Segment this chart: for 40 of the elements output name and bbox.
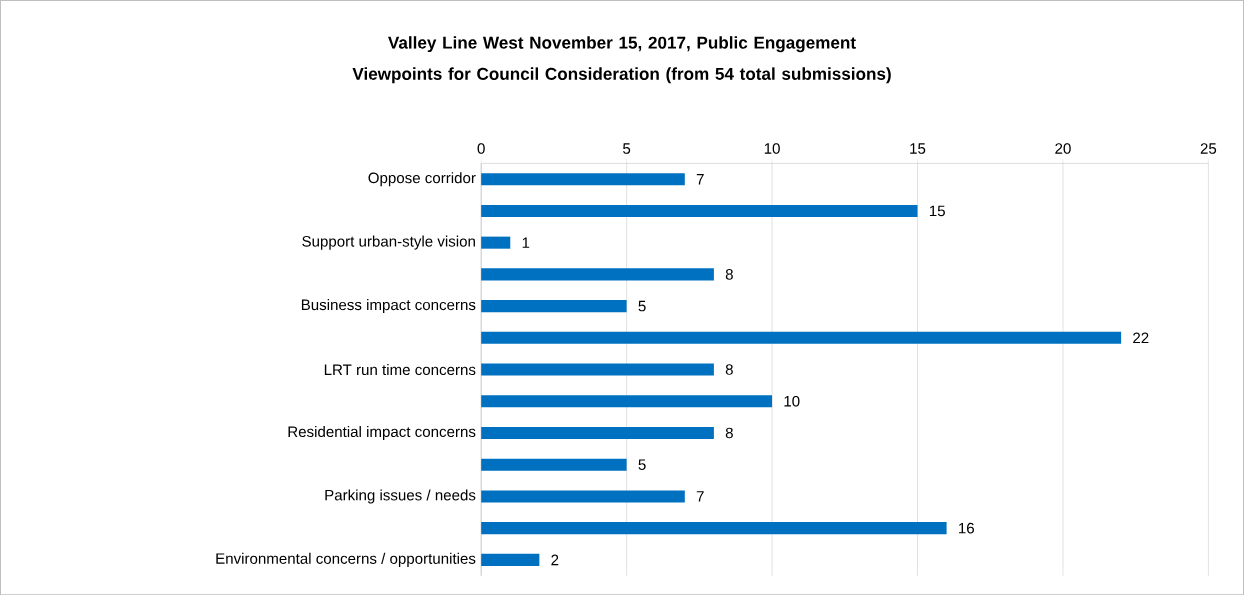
data-label: 22	[1133, 332, 1149, 343]
bar	[481, 522, 947, 535]
y-tick-label: Parking issues / needs	[325, 489, 476, 504]
bar	[481, 395, 773, 408]
y-tick-label: Oppose corridor	[368, 172, 476, 187]
bar	[481, 363, 714, 376]
bar	[481, 204, 918, 217]
x-tick-label: 0	[477, 143, 485, 154]
y-tick-label: LRT run time concerns	[324, 363, 476, 375]
data-label: 7	[696, 173, 704, 185]
data-label: 8	[725, 268, 733, 280]
data-label: 16	[959, 522, 974, 534]
y-tick-label: Residential impact concerns	[288, 425, 476, 440]
data-label: 5	[638, 459, 646, 470]
x-tick-label: 5	[623, 143, 631, 154]
chart-title: Valley Line West November 15, 2017, Public Engagement Viewpoints for Council Consideration (from 54 total submissions)	[352, 36, 891, 84]
data-label: 2	[551, 554, 559, 566]
data-label: 10	[784, 395, 800, 407]
data-label: 15	[929, 205, 945, 217]
data-label: 5	[638, 300, 646, 312]
x-tick-label: 20	[1055, 143, 1071, 154]
data-label: 7	[696, 491, 704, 502]
bar	[481, 458, 627, 471]
y-tick-label: Support urban-style vision	[302, 235, 475, 250]
y-tick-label: Environmental concerns / opportunities	[216, 552, 476, 567]
x-tick-label: 15	[910, 143, 926, 154]
bar	[481, 331, 1122, 344]
y-tick-label: Business impact concerns	[301, 298, 476, 314]
bar	[481, 490, 685, 503]
bar	[481, 553, 540, 566]
bar	[481, 236, 511, 249]
data-label: 8	[725, 364, 733, 375]
x-tick-label: 25	[1200, 143, 1217, 154]
bar	[481, 299, 627, 313]
bar	[481, 173, 685, 186]
data-label: 1	[522, 237, 530, 248]
x-tick-label: 10	[764, 143, 780, 154]
data-label: 8	[725, 427, 733, 439]
bar	[481, 426, 714, 439]
bar	[481, 268, 714, 281]
